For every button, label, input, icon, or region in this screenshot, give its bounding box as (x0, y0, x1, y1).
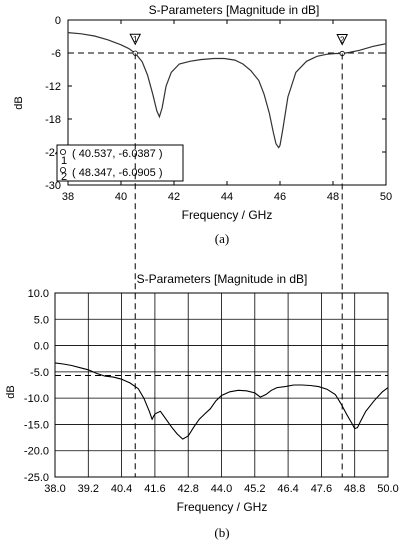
chart-b-xlabel: Frequency / GHz (177, 500, 268, 514)
series-line (67, 32, 387, 149)
y-tick-label: -20.0 (24, 446, 49, 458)
chart-a-title: S-Parameters [Magnitude in dB] (149, 3, 320, 17)
y-tick-label: 10.0 (28, 288, 49, 300)
x-tick-label: 44.0 (211, 483, 232, 495)
marker-legend-1-icon (60, 148, 67, 155)
y-tick-label: -30 (45, 180, 61, 192)
marker-2-id: 2 (340, 35, 345, 44)
y-tick-label: 0 (55, 15, 61, 27)
x-tick-label: 39.2 (78, 483, 99, 495)
marker-1-id: 1 (133, 35, 138, 44)
chart-a-caption: (a) (215, 231, 229, 246)
marker-legend-1-id: 1 (61, 155, 67, 167)
x-tick-label: 47.6 (311, 483, 332, 495)
y-tick-label: -12 (45, 81, 61, 93)
x-tick-label: 50.0 (377, 483, 398, 495)
marker-1-triangle-icon (129, 33, 142, 46)
x-tick-label: 42 (168, 191, 180, 203)
chart-a: S-Parameters [Magnitude in dB] 0 -6 -12 -18… (13, 3, 392, 246)
marker-connector-lines (134, 53, 343, 477)
x-tick-label: 40 (115, 191, 127, 203)
marker-legend-2-icon (60, 166, 67, 173)
marker-legend-2-id: 2 (61, 171, 67, 183)
x-tick-label: 44 (221, 191, 233, 203)
marker-legend-1-value: ( 40.537, -6.0387 ) (72, 148, 163, 160)
x-tick-label: 41.6 (144, 483, 165, 495)
x-tick-label: 42.8 (177, 483, 198, 495)
x-tick-label: 48 (327, 191, 339, 203)
chart-a-xlabel: Frequency / GHz (182, 208, 273, 222)
y-tick-label: -6 (51, 48, 61, 60)
chart-b: S-Parameters [Magnitude in dB] 10.0 5.0 0.… (5, 272, 399, 540)
chart-b-caption: (b) (214, 525, 229, 540)
marker-2-triangle-icon (336, 33, 349, 46)
chart-b-ylabel: dB (5, 385, 17, 398)
x-tick-label: 40.4 (111, 483, 132, 495)
x-tick-label: 38 (62, 191, 74, 203)
y-tick-label: -10.0 (24, 393, 49, 405)
marker-legend: 1 ( 40.537, -6.0387 ) 2 ( 48.347, -6.090… (56, 144, 184, 183)
x-tick-label: 48.8 (344, 483, 365, 495)
y-tick-label: -15.0 (24, 419, 49, 431)
x-tick-label: 45.2 (244, 483, 265, 495)
marker-legend-2-value: ( 48.347, -6.0905 ) (72, 167, 163, 179)
x-tick-label: 50 (380, 191, 392, 203)
y-tick-label: 5.0 (34, 314, 49, 326)
x-tick-label: 38.0 (44, 483, 65, 495)
x-tick-label: 46 (274, 191, 286, 203)
y-tick-label: -5.0 (30, 367, 49, 379)
series-line (54, 362, 389, 440)
x-tick-label: 46.4 (277, 483, 298, 495)
y-tick-label: -18 (45, 114, 61, 126)
y-tick-label: 0.0 (34, 341, 49, 353)
chart-a-ylabel: dB (13, 96, 25, 109)
chart-b-title: S-Parameters [Magnitude in dB] (137, 272, 308, 286)
marker-legend-box (56, 144, 184, 182)
y-tick-label: -25.0 (24, 472, 49, 484)
